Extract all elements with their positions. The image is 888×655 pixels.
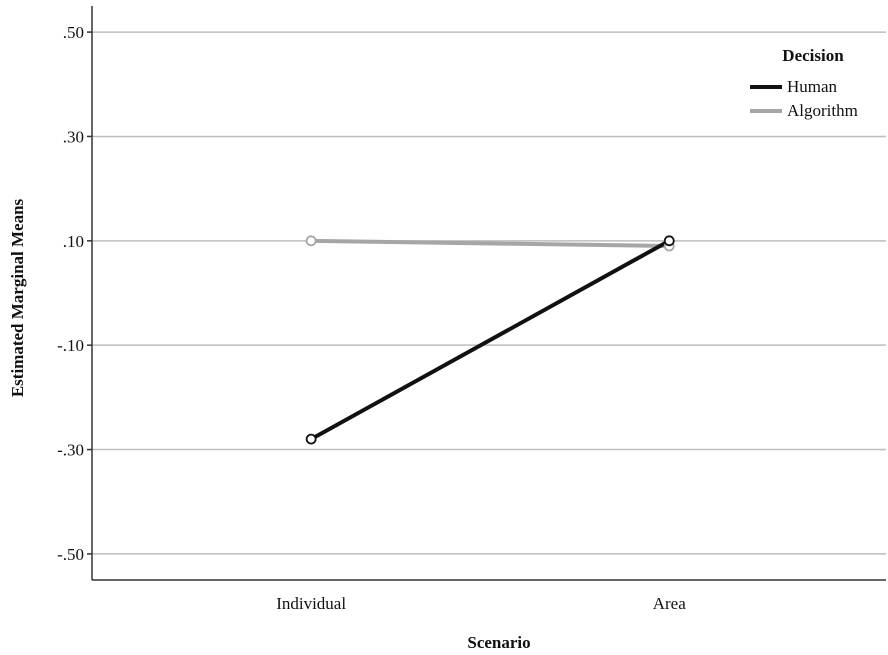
y-tick-labels: .50 .30 .10 -.10 -.30 -.50 (57, 23, 92, 564)
data-point-algorithm (305, 235, 317, 247)
axes (91, 6, 886, 581)
series-lines (309, 238, 672, 442)
x-tick-labels: Individual Area (276, 594, 686, 613)
legend: Decision Human Algorithm (750, 46, 858, 120)
y-tick-label: .50 (63, 23, 84, 42)
series-markers (305, 235, 675, 445)
data-point-human (663, 235, 675, 247)
legend-items: Human Algorithm (750, 77, 858, 120)
x-tick-label: Individual (276, 594, 346, 613)
gridlines (92, 31, 886, 555)
y-tick-label: .10 (63, 232, 84, 251)
y-tick-label: .30 (63, 127, 84, 146)
legend-label-human: Human (787, 77, 838, 96)
legend-title: Decision (782, 46, 844, 65)
x-axis-title: Scenario (467, 633, 530, 652)
data-point-human (305, 433, 317, 445)
y-tick-label: -.10 (57, 336, 84, 355)
y-tick-label: -.50 (57, 545, 84, 564)
legend-label-algorithm: Algorithm (787, 101, 858, 120)
y-axis-title: Estimated Marginal Means (8, 198, 27, 397)
y-tick-label: -.30 (57, 441, 84, 460)
x-tick-label: Area (653, 594, 686, 613)
series-line-algorithm (309, 238, 672, 249)
series-line-human (309, 238, 672, 442)
